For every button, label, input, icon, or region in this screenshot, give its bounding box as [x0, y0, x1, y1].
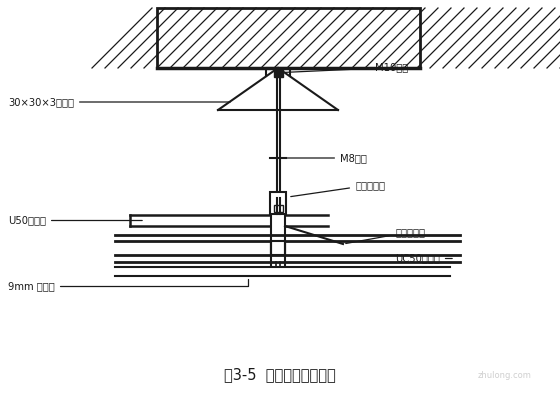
- Bar: [273, 205, 282, 212]
- Bar: [273, 68, 282, 77]
- Text: M8吊筋: M8吊筋: [282, 153, 367, 163]
- Text: 30×30×3角钢件: 30×30×3角钢件: [8, 97, 230, 107]
- Text: zhulong.com: zhulong.com: [478, 371, 532, 380]
- Text: M10胀栓: M10胀栓: [285, 62, 408, 72]
- Bar: [271, 241, 285, 255]
- Text: UC50次龙骨: UC50次龙骨: [395, 253, 452, 263]
- Bar: [270, 192, 286, 214]
- Text: 9mm 石膏板: 9mm 石膏板: [8, 279, 248, 291]
- Text: 次龙骨吊件: 次龙骨吊件: [346, 227, 425, 244]
- Text: 主龙骨吊件: 主龙骨吊件: [291, 180, 385, 196]
- Text: U50主龙骨: U50主龙骨: [8, 215, 142, 226]
- Text: 图3-5  石膏板吊顶剖面图: 图3-5 石膏板吊顶剖面图: [224, 367, 336, 382]
- Bar: [157, 8, 420, 68]
